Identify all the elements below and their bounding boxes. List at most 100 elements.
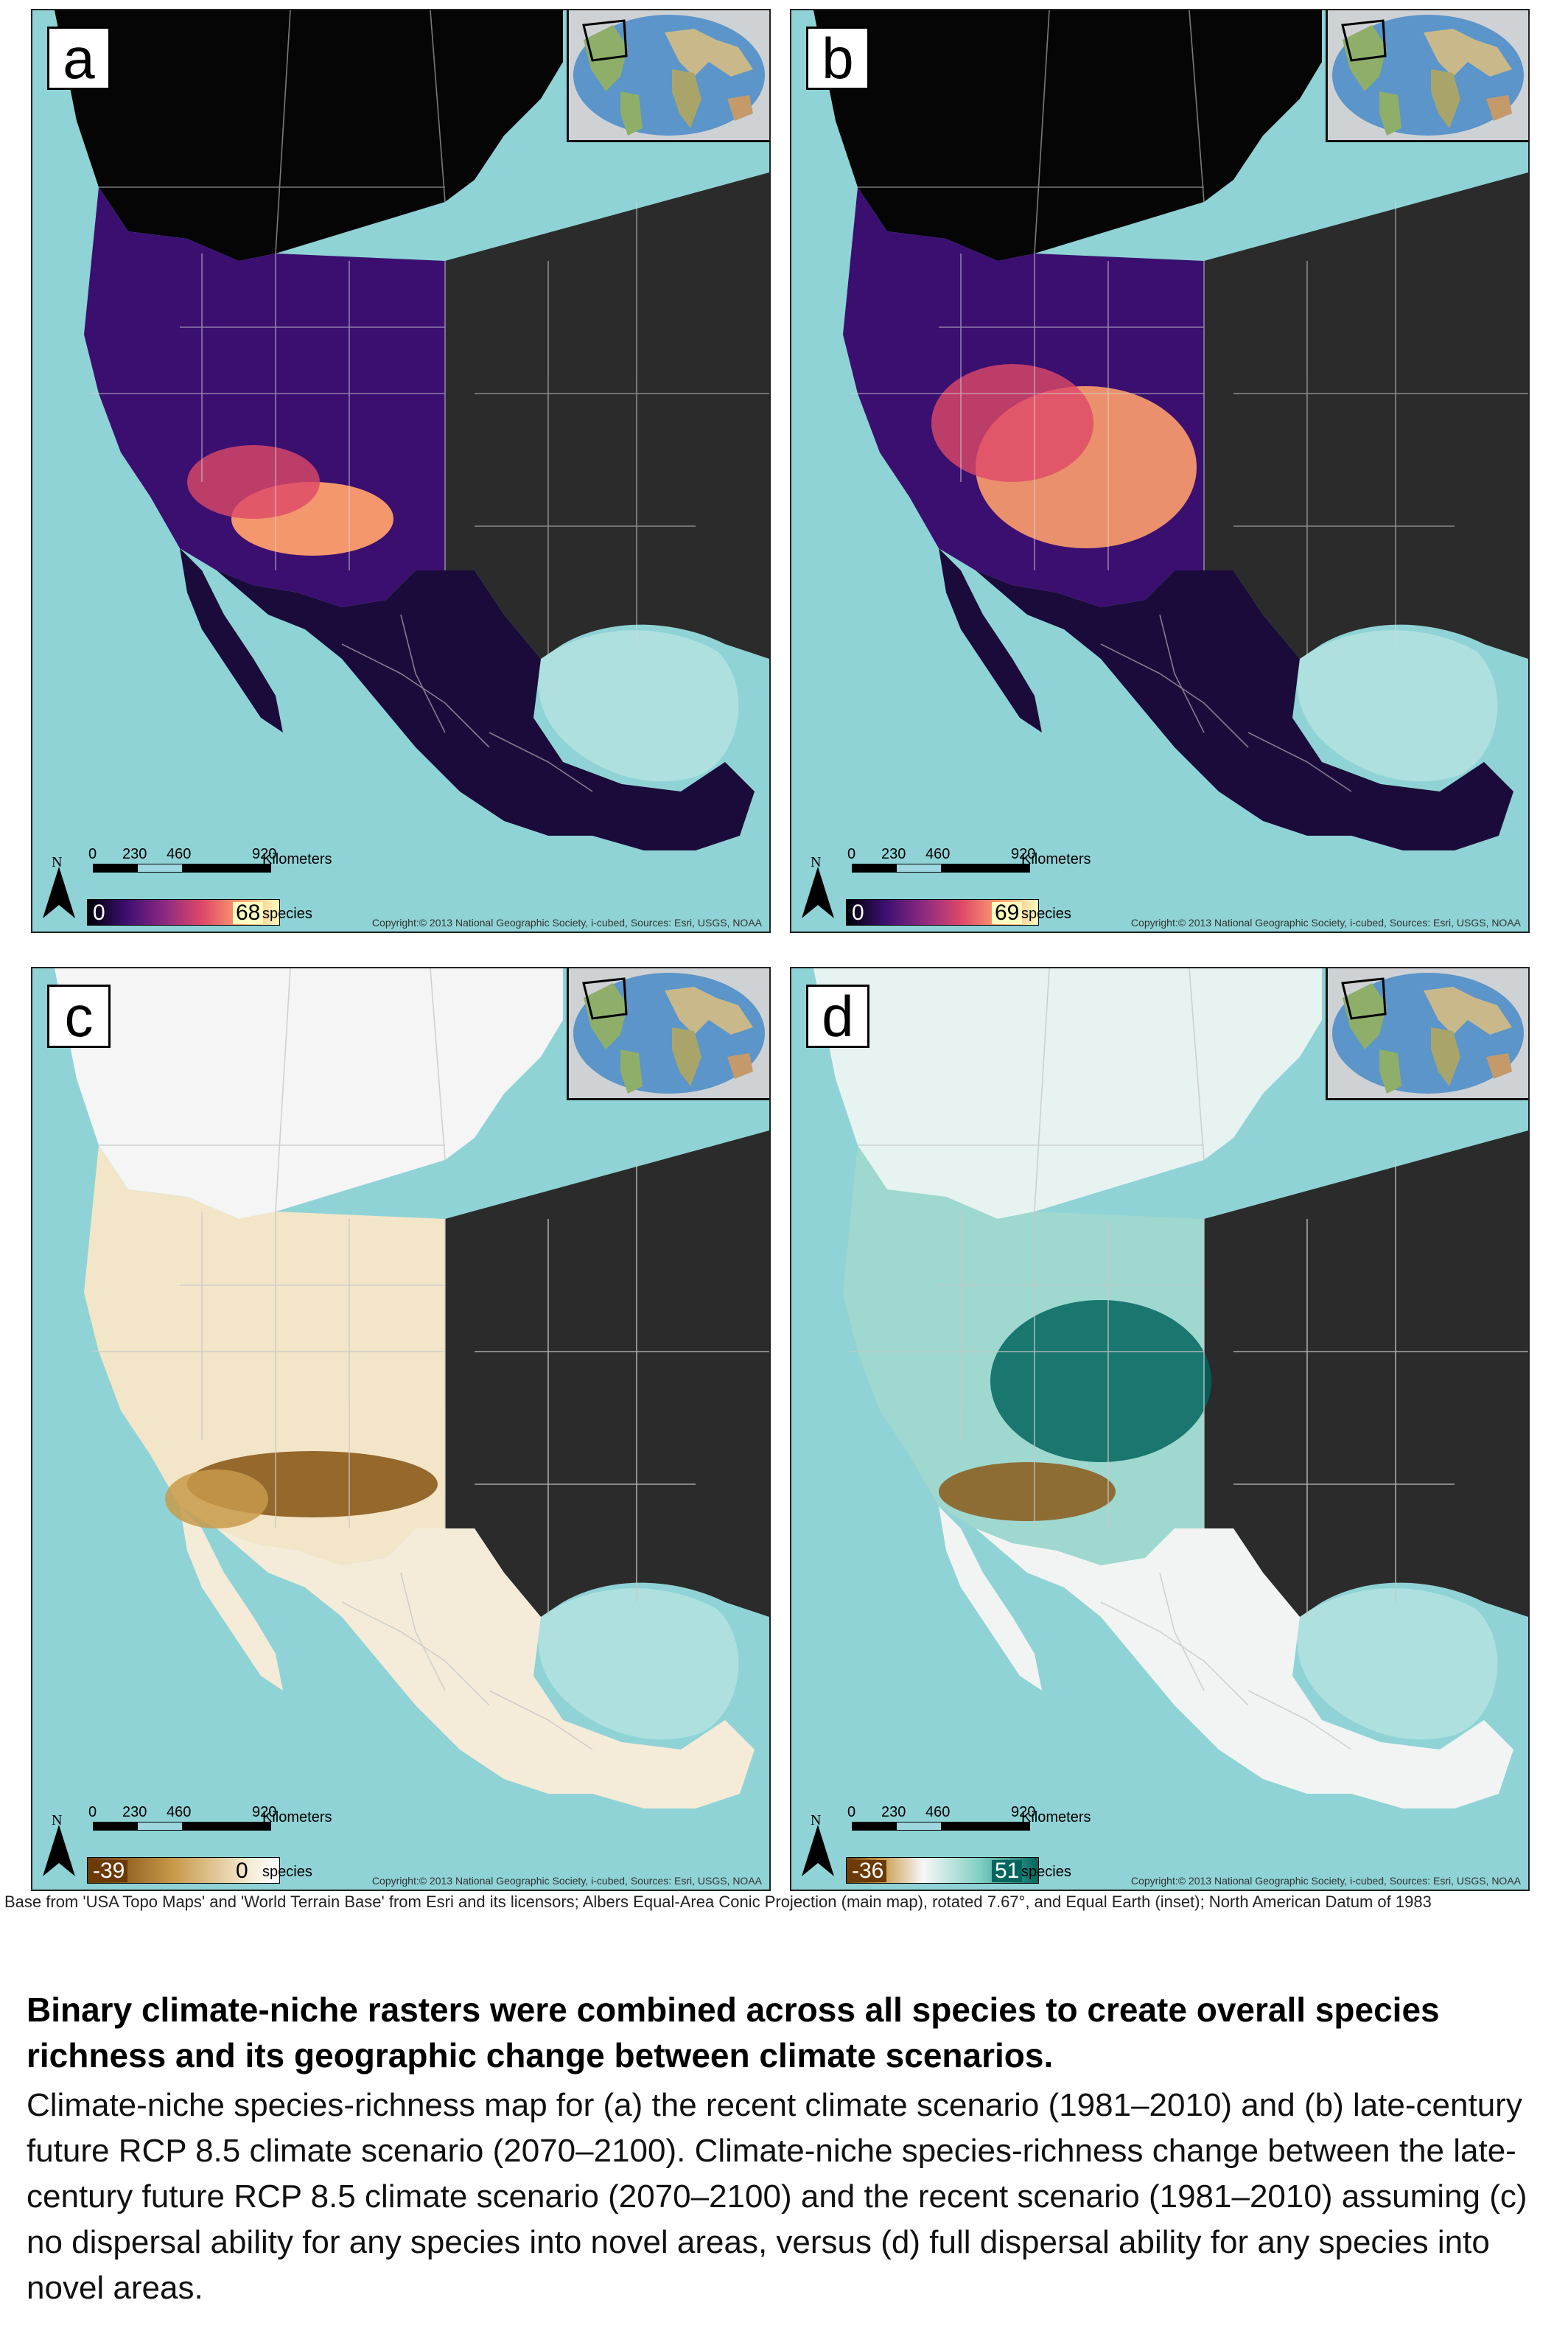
scale-unit-label: Kilometers	[1021, 851, 1091, 867]
canada	[55, 10, 563, 261]
map-panel-a: a N 0 230 460 920 Kilometers 0 68 sp	[31, 9, 771, 933]
richness-hotspot-secondary	[931, 364, 1093, 482]
scale-tick-920: 920	[1011, 846, 1036, 862]
scale-bar-graphic	[852, 1822, 1030, 1831]
scale-tick-0: 0	[88, 1804, 97, 1820]
north-arrow-icon	[802, 1825, 834, 1876]
canada	[813, 10, 1322, 261]
panel-letter: c	[47, 985, 111, 1048]
admin-borders	[850, 968, 1528, 1750]
north-arrow-icon	[43, 1825, 75, 1876]
legend-min-value: 0	[93, 901, 105, 925]
mexico	[217, 570, 755, 850]
scale-bar: 0 230 460 920	[88, 846, 314, 881]
baja-california	[180, 548, 283, 733]
map-canvas	[32, 10, 769, 932]
north-arrow-icon	[43, 867, 75, 918]
globe-icon	[1332, 15, 1524, 136]
north-label: N	[52, 854, 63, 870]
baja-california	[180, 1506, 283, 1691]
scale-tick-230: 230	[881, 1804, 906, 1820]
gulf-of-mexico	[1297, 1588, 1498, 1740]
globe-icon	[1332, 973, 1524, 1094]
scale-tick-0: 0	[88, 846, 97, 862]
copyright-text: Copyright:© 2013 National Geographic Soc…	[371, 917, 762, 929]
map-panel-c: c N 0 230 460 920 Kilometers -39 0 s	[31, 967, 771, 1891]
panel-letter: a	[47, 27, 111, 90]
scale-tick-460: 460	[167, 846, 192, 862]
map-panel-b: b N 0 230 460 920 Kilometers 0 69 sp	[790, 9, 1530, 933]
scale-tick-920: 920	[1011, 1804, 1036, 1820]
baja-california	[939, 548, 1042, 733]
map-canvas	[791, 10, 1528, 932]
richness-hotspot-secondary	[187, 445, 320, 519]
richness-hotspot	[990, 1300, 1211, 1462]
panel-letter: d	[806, 985, 869, 1048]
scale-unit-label: Kilometers	[262, 1809, 332, 1825]
gulf-of-mexico	[538, 630, 739, 782]
scale-tick-230: 230	[122, 1804, 147, 1820]
copyright-text: Copyright:© 2013 National Geographic Soc…	[371, 1875, 762, 1887]
gulf-of-mexico	[538, 1588, 739, 1740]
legend-min-value: -36	[849, 1860, 887, 1882]
scale-tick-460: 460	[167, 1804, 192, 1820]
copyright-text: Copyright:© 2013 National Geographic Soc…	[1130, 917, 1521, 929]
gulf-of-mexico	[1297, 630, 1498, 782]
scale-tick-0: 0	[847, 1804, 856, 1820]
globe-icon	[573, 973, 765, 1094]
legend-max-value: 51	[992, 1860, 1023, 1882]
north-label: N	[811, 854, 822, 870]
legend-min-value: -39	[90, 1860, 128, 1882]
scale-tick-230: 230	[881, 846, 906, 862]
scale-bar: 0 230 460 920	[88, 1804, 314, 1839]
legend-unit-label: species	[262, 1864, 312, 1880]
eastern-land	[445, 172, 769, 659]
mexico	[217, 1528, 755, 1808]
scale-tick-0: 0	[847, 846, 856, 862]
north-arrow-icon	[802, 867, 834, 918]
map-canvas	[32, 968, 769, 1890]
eastern-land	[1204, 172, 1528, 659]
legend-unit-label: species	[262, 906, 312, 922]
baja-california	[939, 1506, 1042, 1691]
scale-tick-230: 230	[122, 846, 147, 862]
mexico	[976, 570, 1513, 850]
mexico	[976, 1528, 1513, 1808]
caption-title: Binary climate-niche rasters were combin…	[27, 1991, 1440, 2075]
legend-max-value: 0	[236, 1859, 248, 1883]
admin-borders	[91, 968, 769, 1750]
eastern-land	[1204, 1130, 1528, 1617]
scale-unit-label: Kilometers	[1021, 1809, 1091, 1825]
panel-letter: b	[806, 27, 869, 90]
scale-bar-graphic	[852, 864, 1030, 873]
locator-inset-map	[567, 10, 769, 142]
legend-unit-label: species	[1021, 1864, 1071, 1880]
globe-icon	[573, 15, 765, 136]
legend-min-value: 0	[852, 901, 864, 925]
base-map-note: Base from 'USA Topo Maps' and 'World Ter…	[4, 1893, 1432, 1911]
canada	[55, 968, 563, 1219]
locator-inset-map	[567, 968, 769, 1100]
scale-bar-graphic	[93, 864, 271, 873]
locator-inset-map	[1326, 968, 1528, 1100]
richness-hotspot-secondary	[939, 1462, 1116, 1521]
north-label: N	[811, 1812, 822, 1828]
admin-borders	[850, 10, 1528, 792]
scale-bar-graphic	[93, 1822, 271, 1831]
canada	[813, 968, 1322, 1219]
scale-tick-920: 920	[252, 1804, 277, 1820]
locator-inset-map	[1326, 10, 1528, 142]
scale-tick-460: 460	[925, 846, 951, 862]
scale-tick-920: 920	[252, 846, 277, 862]
legend-max-value: 69	[992, 902, 1023, 924]
scale-bar: 0 230 460 920	[847, 1804, 1073, 1839]
eastern-land	[445, 1130, 769, 1617]
richness-hotspot-secondary	[165, 1469, 268, 1528]
caption-body: Climate-niche species-richness map for (…	[27, 2087, 1527, 2306]
scale-unit-label: Kilometers	[262, 851, 332, 867]
legend-max-value: 68	[233, 902, 264, 924]
legend-unit-label: species	[1021, 906, 1071, 922]
scale-bar: 0 230 460 920	[847, 846, 1073, 881]
copyright-text: Copyright:© 2013 National Geographic Soc…	[1130, 1875, 1521, 1887]
scale-tick-460: 460	[925, 1804, 951, 1820]
